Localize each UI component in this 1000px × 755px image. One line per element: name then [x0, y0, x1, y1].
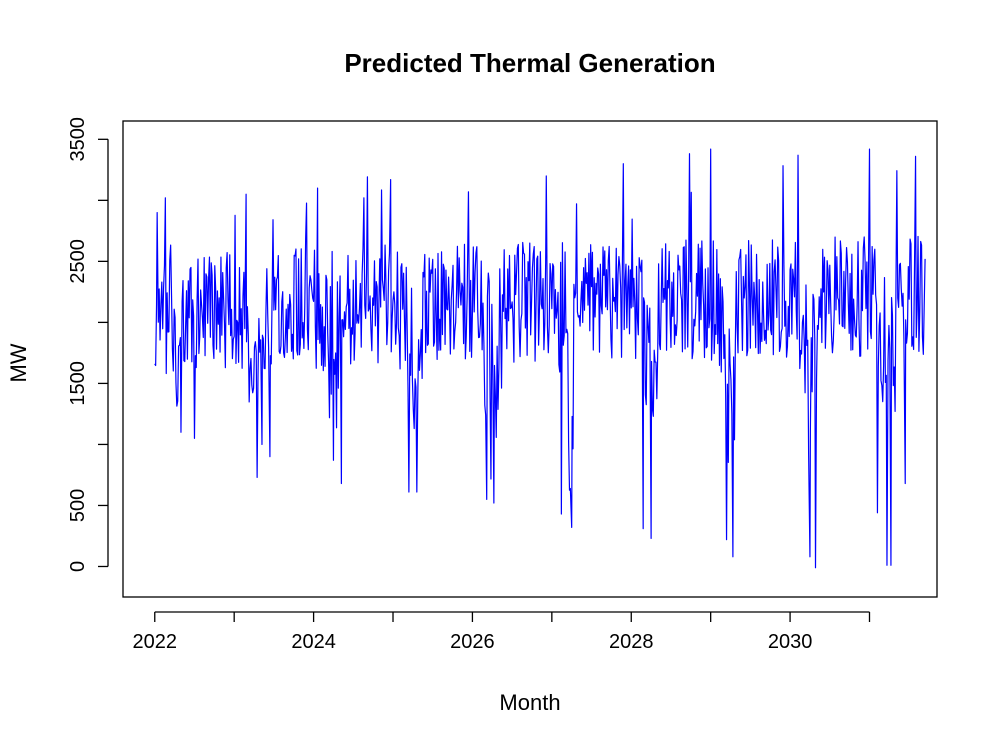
y-tick-label: 3500 [67, 117, 89, 162]
y-tick-label: 2500 [67, 239, 89, 284]
x-tick-label: 2024 [291, 631, 336, 653]
x-tick-label: 2026 [450, 631, 495, 653]
y-axis-label: MW [6, 343, 31, 382]
y-tick-label: 500 [67, 489, 89, 522]
series-line [154, 148, 926, 569]
plot-frame [122, 120, 938, 598]
chart-title: Predicted Thermal Generation [344, 48, 715, 78]
x-tick-label: 2022 [133, 631, 178, 653]
x-tick-label: 2030 [768, 631, 813, 653]
x-axis-label: Month [499, 690, 560, 715]
x-tick-label: 2028 [609, 631, 654, 653]
y-tick-label: 1500 [67, 361, 89, 406]
y-tick-label: 0 [67, 561, 89, 572]
